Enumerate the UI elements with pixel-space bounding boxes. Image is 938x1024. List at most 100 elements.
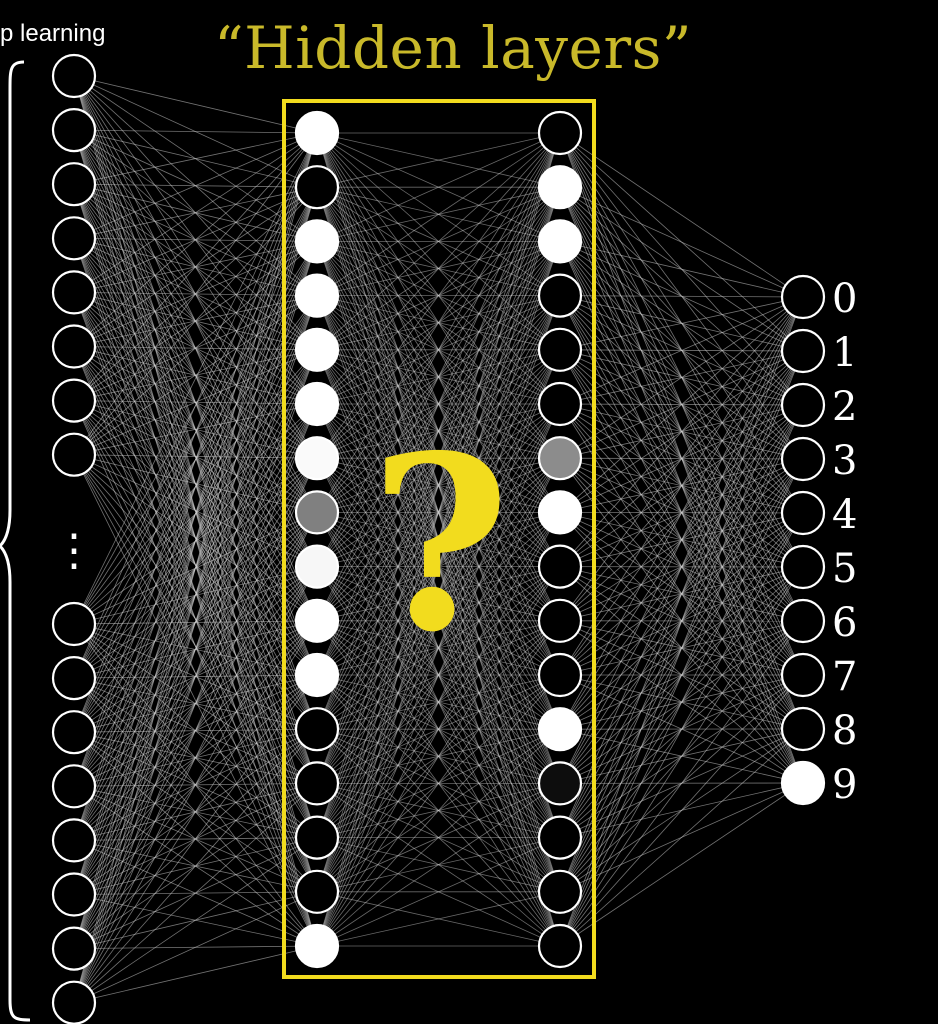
connection-edges (73, 75, 804, 1004)
connection-edge (316, 132, 561, 892)
connection-edge (73, 132, 318, 239)
connection-edge (316, 241, 561, 947)
hidden-1-neuron (294, 869, 340, 914)
output-neuron (780, 544, 826, 590)
connection-edge (559, 296, 804, 459)
connection-edge (559, 186, 804, 298)
output-digit-label: 4 (832, 492, 857, 538)
output-digit-label: 1 (832, 330, 857, 376)
hidden-1-neuron (294, 436, 340, 481)
input-layer (51, 53, 97, 1024)
input-ellipsis: ⋮ (52, 525, 96, 576)
hidden-1-neuron (294, 598, 340, 643)
hidden-1-neuron (294, 110, 340, 156)
output-neuron (780, 274, 826, 320)
connection-edge (73, 454, 318, 784)
connection-edge (73, 186, 318, 455)
connection-edge (316, 620, 561, 947)
hidden-1-neuron (294, 923, 340, 969)
connection-edge (73, 454, 318, 622)
output-digit-label: 7 (832, 654, 857, 700)
connection-edge (316, 132, 561, 351)
input-neuron (51, 655, 97, 701)
connection-edge (316, 132, 561, 567)
output-neuron (780, 382, 826, 428)
hidden-2-neuron (537, 490, 583, 535)
connection-edge (559, 296, 804, 676)
connection-edge (316, 458, 561, 947)
hidden-2-neuron (537, 761, 583, 806)
hidden-2-neuron (537, 815, 583, 860)
connection-edge (559, 296, 804, 622)
connection-edge (73, 132, 318, 293)
connection-edge (73, 620, 318, 1003)
output-neuron (780, 706, 826, 752)
output-digit-label: 6 (832, 600, 857, 646)
input-layer-brace (0, 60, 31, 1022)
connection-edge (316, 132, 561, 459)
input-neuron (51, 324, 97, 369)
connection-edge (73, 129, 318, 134)
connection-edge (559, 296, 804, 351)
hidden-1-neuron (294, 165, 340, 210)
connection-edge (316, 132, 561, 838)
connection-edge (73, 454, 318, 838)
connection-edge (316, 132, 561, 621)
input-neuron (51, 216, 97, 261)
corner-caption: p learning (0, 20, 106, 47)
connection-edge (73, 132, 318, 455)
connection-edge (559, 728, 804, 947)
connection-edge (559, 566, 804, 947)
connection-edge (316, 132, 561, 405)
connection-edge (73, 132, 318, 895)
connection-edge (73, 132, 318, 841)
hidden-1-neuron (294, 219, 340, 264)
connection-edge (559, 296, 804, 838)
connection-edge (73, 132, 318, 185)
output-neuron (780, 328, 826, 374)
hidden-2-neuron (537, 544, 583, 589)
hidden-2-neuron (537, 923, 583, 969)
hidden-2-neuron (537, 110, 583, 156)
connection-edge (316, 295, 561, 947)
connection-edge (559, 512, 804, 947)
connection-edge (316, 132, 561, 296)
output-neuron (780, 652, 826, 698)
hidden-1-neuron (294, 544, 340, 589)
question-mark: ? (370, 403, 511, 685)
connection-edge (73, 75, 318, 134)
connection-edge (73, 132, 318, 1003)
connection-edge (559, 404, 804, 947)
connection-edge (316, 891, 561, 947)
connection-edge (73, 132, 318, 347)
connection-edge (73, 837, 318, 1004)
connection-edge (316, 132, 561, 947)
connection-edge (316, 132, 561, 242)
hidden-2-neuron (537, 381, 583, 427)
connection-edge (73, 454, 318, 947)
connection-edge (73, 349, 318, 1003)
connection-edge (73, 945, 318, 1004)
connection-edge (73, 241, 318, 1003)
connection-edge (559, 296, 804, 405)
output-neuron (780, 760, 826, 806)
input-neuron (51, 926, 97, 971)
input-neuron (51, 270, 97, 315)
hidden-2-neuron (537, 327, 583, 372)
connection-edge (73, 295, 318, 1003)
input-neuron (51, 764, 97, 809)
hidden-1-neuron (294, 273, 340, 318)
connection-edge (559, 241, 804, 298)
hidden-1-neuron (294, 652, 340, 698)
connection-edge (316, 132, 561, 513)
connection-edge (316, 728, 561, 947)
hidden-1-neuron (294, 815, 340, 860)
output-digit-label: 3 (832, 438, 857, 484)
input-neuron (51, 108, 97, 153)
connection-edge (316, 132, 561, 188)
connection-edge (559, 296, 804, 892)
input-neuron (51, 818, 97, 863)
connection-edge (73, 728, 318, 1003)
connection-edge (73, 454, 318, 567)
